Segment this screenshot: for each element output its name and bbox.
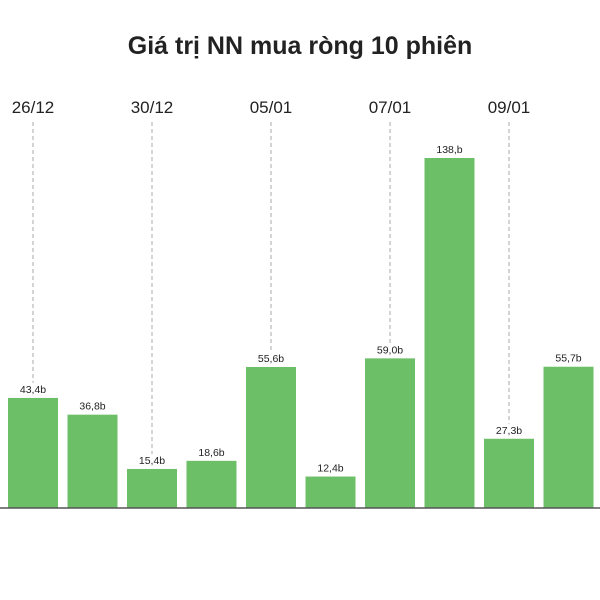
- date-label: 26/12: [12, 98, 55, 117]
- bar-value-label: 138,b: [436, 144, 462, 156]
- bar: [67, 414, 118, 508]
- bar: [543, 366, 594, 508]
- date-label: 30/12: [131, 98, 174, 117]
- bar: [127, 468, 177, 508]
- bar-value-label: 55,7b: [555, 353, 581, 365]
- bar-value-label: 59,0b: [377, 344, 403, 356]
- bar: [246, 366, 296, 508]
- bar: [186, 460, 237, 508]
- chart-title: Giá trị NN mua ròng 10 phiên: [127, 32, 473, 60]
- date-label: 05/01: [250, 98, 293, 117]
- date-label: 09/01: [488, 98, 531, 117]
- bar-value-label: 15,4b: [139, 455, 165, 467]
- bar-value-label: 43,4b: [20, 384, 46, 396]
- bar-value-label: 12,4b: [317, 463, 343, 475]
- bar: [305, 476, 356, 508]
- bar: [484, 438, 534, 508]
- bar-value-label: 18,6b: [198, 447, 224, 459]
- date-label: 07/01: [369, 98, 412, 117]
- bar: [8, 397, 58, 508]
- bar-value-label: 55,6b: [258, 353, 284, 365]
- bar: [365, 358, 415, 508]
- bar-value-label: 36,8b: [79, 401, 105, 413]
- bar-value-label: 27,3b: [496, 425, 522, 437]
- bar: [424, 158, 475, 508]
